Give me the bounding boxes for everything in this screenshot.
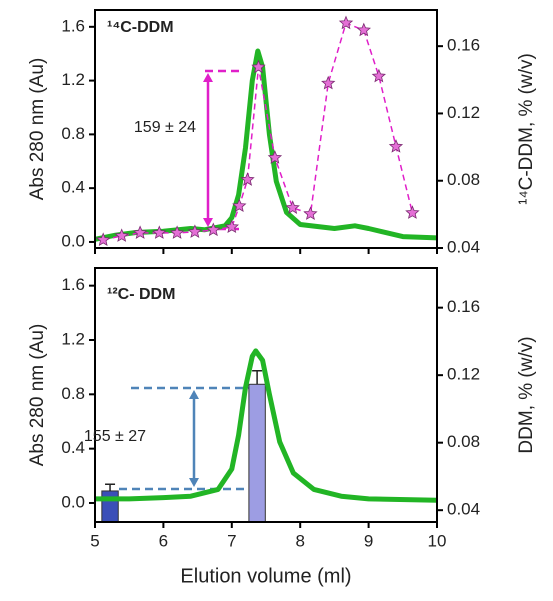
x-tick-label: 8 bbox=[295, 531, 304, 550]
star-marker bbox=[267, 150, 283, 164]
x-tick-label: 10 bbox=[428, 531, 447, 550]
x-tick-label: 7 bbox=[227, 531, 236, 550]
y-tick-label: 1.6 bbox=[61, 275, 85, 294]
star-marker bbox=[303, 206, 318, 220]
bar bbox=[101, 490, 119, 523]
y2-tick-label: 0.04 bbox=[447, 237, 480, 256]
y-tick-label: 1.6 bbox=[61, 16, 85, 35]
panel-label: ¹⁴C-DDM bbox=[107, 19, 174, 36]
plot-frame bbox=[94, 267, 438, 523]
star-marker bbox=[388, 139, 404, 153]
error-bar bbox=[252, 370, 263, 385]
star-marker bbox=[285, 200, 300, 214]
y2-axis-label: DDM, % (w/v) bbox=[516, 336, 537, 453]
y-tick-label: 0.0 bbox=[61, 231, 85, 250]
star-marker bbox=[187, 224, 202, 238]
y2-tick-label: 0.08 bbox=[447, 432, 480, 451]
star-marker bbox=[232, 198, 247, 213]
y-axis-label: Abs 280 nm (Au) bbox=[27, 58, 48, 201]
star-marker bbox=[133, 225, 148, 239]
y-tick-label: 0.4 bbox=[61, 438, 85, 457]
y2-axis-label: ¹⁴C-DDM, % (w/v) bbox=[516, 53, 537, 205]
star-marker bbox=[152, 225, 167, 239]
y2-tick-label: 0.12 bbox=[447, 365, 480, 384]
star-marker bbox=[224, 219, 239, 234]
star-marker bbox=[356, 22, 371, 37]
x-tick-label: 5 bbox=[90, 531, 99, 550]
y-tick-label: 0.8 bbox=[61, 124, 85, 143]
x-tick-label: 6 bbox=[159, 531, 168, 550]
y-tick-label: 0.0 bbox=[61, 492, 85, 511]
star-marker bbox=[240, 172, 255, 186]
star-marker bbox=[251, 59, 266, 74]
star-marker bbox=[95, 232, 111, 247]
x-tick-label: 9 bbox=[364, 531, 373, 550]
y2-tick-label: 0.16 bbox=[447, 297, 480, 316]
annotation: 155 ± 27 bbox=[84, 428, 146, 445]
star-marker bbox=[206, 222, 221, 237]
line bbox=[95, 348, 438, 503]
y2-tick-label: 0.04 bbox=[447, 500, 480, 519]
star-marker bbox=[114, 228, 129, 242]
y-axis-label: Abs 280 nm (Au) bbox=[27, 324, 48, 467]
plot-frame bbox=[94, 9, 438, 249]
error-bar bbox=[105, 483, 116, 491]
star-marker bbox=[338, 15, 354, 30]
y2-tick-label: 0.08 bbox=[447, 170, 480, 189]
y2-tick-label: 0.16 bbox=[447, 36, 480, 55]
star-marker bbox=[321, 75, 336, 90]
y2-tick-label: 0.12 bbox=[447, 103, 480, 122]
star-marker bbox=[405, 205, 420, 219]
annotation: 159 ± 24 bbox=[134, 119, 196, 136]
star-marker bbox=[169, 225, 185, 239]
panel-label: ¹²C- DDM bbox=[107, 286, 175, 303]
y-tick-label: 0.8 bbox=[61, 384, 85, 403]
bar bbox=[248, 383, 266, 523]
y-tick-label: 1.2 bbox=[61, 70, 85, 89]
annotation-bracket bbox=[119, 386, 252, 491]
line bbox=[94, 48, 438, 242]
x-axis-label: Elution volume (ml) bbox=[180, 565, 351, 587]
star-marker bbox=[371, 68, 386, 83]
y-tick-label: 0.4 bbox=[61, 178, 85, 197]
y-tick-label: 1.2 bbox=[61, 329, 85, 348]
